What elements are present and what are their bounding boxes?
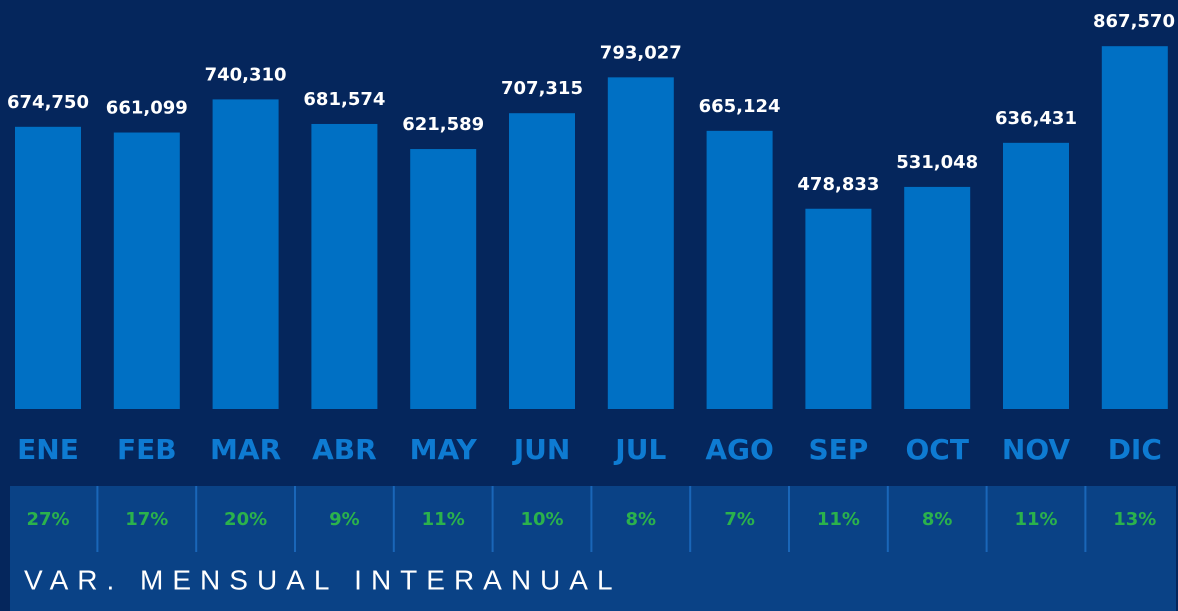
x-tick-label: MAY (410, 433, 478, 466)
bar (113, 132, 180, 409)
x-tick-label: JUL (613, 433, 666, 466)
value-label: 636,431 (995, 108, 1077, 129)
variation-title: VAR. MENSUAL INTERANUAL (24, 564, 622, 595)
x-tick-label: DIC (1108, 433, 1162, 466)
x-tick-label: SEP (808, 433, 868, 466)
bar (15, 126, 81, 409)
value-label: 707,315 (501, 78, 583, 99)
value-label: 665,124 (699, 96, 781, 117)
bar (410, 149, 477, 410)
bar (1101, 46, 1168, 409)
bar (805, 208, 872, 409)
x-tick-label: AGO (705, 433, 773, 466)
variation-panel (10, 486, 1176, 611)
x-tick-label: JUN (512, 433, 571, 466)
variation-label: 9% (329, 509, 360, 530)
x-tick-label: OCT (905, 433, 968, 466)
x-tick-label: NOV (1002, 433, 1070, 466)
variation-label: 8% (626, 509, 657, 530)
value-label: 621,589 (402, 114, 484, 135)
bar (607, 77, 674, 410)
variation-label: 11% (817, 509, 860, 530)
value-label: 478,833 (797, 174, 879, 195)
bar (509, 113, 575, 410)
value-label: 531,048 (896, 152, 978, 173)
value-label: 661,099 (106, 98, 188, 119)
value-label: 674,750 (7, 92, 89, 113)
x-tick-label: MAR (210, 433, 281, 466)
value-label: 793,027 (600, 42, 682, 63)
bar (706, 130, 773, 410)
value-label: 740,310 (205, 64, 287, 85)
variation-label: 13% (1113, 509, 1156, 530)
bar (212, 99, 279, 410)
variation-label: 11% (1014, 509, 1057, 530)
variation-label: 10% (520, 509, 563, 530)
bar (904, 186, 971, 409)
variation-label: 20% (224, 509, 267, 530)
variation-label: 7% (724, 509, 755, 530)
value-label: 867,570 (1093, 11, 1175, 32)
value-label: 681,574 (303, 89, 385, 110)
variation-label: 27% (26, 509, 69, 530)
variation-label: 17% (125, 509, 168, 530)
x-tick-label: FEB (117, 433, 177, 466)
x-tick-label: ENE (17, 433, 79, 466)
bar (1003, 142, 1069, 409)
variation-label: 8% (922, 509, 953, 530)
bar (311, 123, 378, 409)
x-tick-label: ABR (312, 433, 377, 466)
variation-label: 11% (422, 509, 465, 530)
